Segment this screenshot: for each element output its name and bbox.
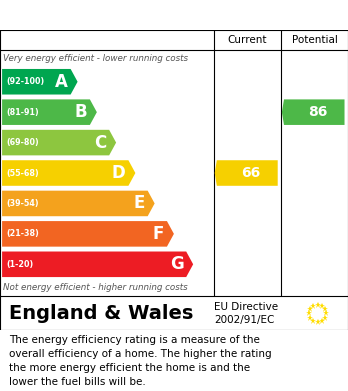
- Text: F: F: [153, 225, 164, 243]
- Text: Potential: Potential: [292, 35, 338, 45]
- Text: (92-100): (92-100): [6, 77, 45, 86]
- Text: G: G: [170, 255, 183, 273]
- Text: EU Directive
2002/91/EC: EU Directive 2002/91/EC: [214, 301, 278, 325]
- Text: (39-54): (39-54): [6, 199, 39, 208]
- Polygon shape: [215, 160, 278, 186]
- Polygon shape: [2, 221, 174, 247]
- Text: England & Wales: England & Wales: [9, 304, 193, 323]
- Text: D: D: [112, 164, 126, 182]
- Text: (81-91): (81-91): [6, 108, 39, 117]
- Text: (1-20): (1-20): [6, 260, 33, 269]
- Text: A: A: [55, 73, 68, 91]
- Polygon shape: [2, 191, 155, 216]
- Polygon shape: [2, 251, 193, 277]
- Text: (55-68): (55-68): [6, 169, 39, 178]
- Polygon shape: [2, 160, 135, 186]
- Polygon shape: [2, 69, 78, 95]
- Text: The energy efficiency rating is a measure of the
overall efficiency of a home. T: The energy efficiency rating is a measur…: [9, 335, 271, 387]
- Polygon shape: [2, 130, 116, 155]
- Text: (21-38): (21-38): [6, 230, 39, 239]
- Text: (69-80): (69-80): [6, 138, 39, 147]
- Polygon shape: [282, 99, 345, 125]
- Text: Very energy efficient - lower running costs: Very energy efficient - lower running co…: [3, 54, 188, 63]
- Text: C: C: [94, 134, 106, 152]
- Text: Current: Current: [228, 35, 267, 45]
- Text: B: B: [74, 103, 87, 121]
- Text: Energy Efficiency Rating: Energy Efficiency Rating: [9, 7, 211, 23]
- Text: Not energy efficient - higher running costs: Not energy efficient - higher running co…: [3, 283, 188, 292]
- Text: 86: 86: [308, 105, 327, 119]
- Text: E: E: [134, 194, 145, 212]
- Polygon shape: [2, 99, 97, 125]
- Text: 66: 66: [241, 166, 260, 180]
